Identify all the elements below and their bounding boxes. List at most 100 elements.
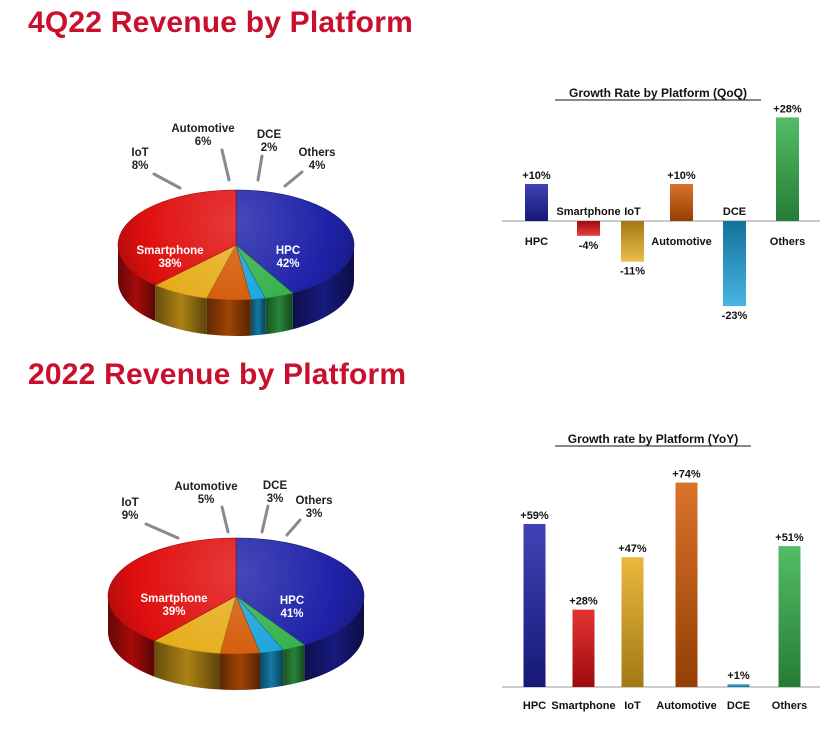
bar-chart-title: Growth rate by Platform (YoY) [568, 432, 738, 446]
bar-dce [727, 684, 750, 687]
bar-category-label-hpc: HPC [523, 700, 546, 712]
pie-value-automotive: 6% [195, 136, 212, 148]
bar-smartphone [572, 609, 595, 687]
bar-category-label-smartphone: Smartphone [556, 206, 620, 218]
pie-label-others: Others [298, 147, 335, 159]
pie-leader-automotive [220, 148, 231, 182]
bar-category-label-automotive: Automotive [651, 236, 712, 248]
bar-value-label-iot: +47% [618, 543, 647, 555]
bar-value-label-hpc: +10% [522, 170, 551, 182]
bar-category-label-iot: IoT [624, 206, 641, 218]
bar-others [778, 546, 801, 687]
pie-label-others: Others [295, 495, 332, 507]
pie-side-walls [108, 596, 364, 690]
bar-category-label-smartphone: Smartphone [551, 700, 615, 712]
pie-wall-hpc [292, 245, 354, 330]
pie-labels: HPC41%Smartphone39%IoT9%Automotive5%DCE3… [121, 480, 332, 620]
pie-leader-iot [152, 172, 182, 190]
bar-others [776, 117, 799, 221]
pie-value-iot: 9% [122, 510, 139, 522]
pie-leader-others [285, 518, 302, 537]
pie-side-walls [118, 245, 354, 336]
pie-top [107, 537, 365, 655]
bar-category-label-iot: IoT [624, 700, 641, 712]
bar-value-label-smartphone: -4% [579, 240, 599, 252]
bar-hpc [525, 184, 548, 221]
pie-slice-hpc [235, 189, 355, 294]
bar-value-label-iot: -11% [620, 266, 645, 278]
pie-value-automotive: 5% [198, 494, 215, 506]
pie-slice-hpc [235, 537, 365, 646]
pie-label-iot: IoT [121, 497, 138, 509]
pie-value-iot: 8% [132, 160, 149, 172]
bar-value-label-others: +28% [773, 103, 802, 115]
year-revenue-heading: 2022 Revenue by Platform [28, 358, 407, 391]
pie-label-hpc: HPC [276, 245, 300, 257]
bar-category-label-hpc: HPC [525, 236, 548, 248]
bar-chart-title: Growth Rate by Platform (QoQ) [569, 86, 747, 100]
pie-wall-dce [250, 298, 266, 336]
bar-hpc [523, 524, 546, 687]
bar-value-label-smartphone: +28% [569, 596, 598, 608]
pie-slice-smartphone [117, 189, 237, 286]
pie-value-others: 3% [306, 508, 323, 520]
pie-leader-automotive [220, 505, 230, 534]
pie-label-dce: DCE [257, 129, 282, 141]
pie-value-hpc: 42% [276, 258, 299, 270]
pie-leader-iot [144, 522, 180, 540]
pie-leader-dce [256, 154, 264, 182]
yoy-growth-bar-chart: Growth rate by Platform (YoY) +59% HPC +28%… [502, 432, 820, 712]
bar-category-label-automotive: Automotive [656, 700, 717, 712]
pie-slice-smartphone [107, 537, 237, 642]
qoq-growth-bar-chart: Growth Rate by Platform (QoQ) +10% HPC -4% S… [502, 86, 820, 322]
pie-wall-smartphone [108, 596, 155, 677]
pie-label-automotive: Automotive [174, 481, 237, 493]
pie-label-iot: IoT [131, 147, 148, 159]
pie-label-hpc: HPC [280, 595, 304, 607]
bar-iot [621, 221, 644, 262]
pie-value-dce: 3% [267, 493, 284, 505]
bar-category-label-dce: DCE [727, 700, 750, 712]
year-pie-chart: HPC41%Smartphone39%IoT9%Automotive5%DCE3… [107, 480, 365, 690]
bar-value-label-others: +51% [775, 532, 804, 544]
bar-smartphone [577, 221, 600, 236]
quarter-revenue-heading: 4Q22 Revenue by Platform [28, 6, 413, 39]
bar-value-label-dce: +1% [727, 670, 750, 682]
pie-label-smartphone: Smartphone [136, 245, 203, 257]
pie-top [117, 189, 355, 301]
bar-category-label-dce: DCE [723, 206, 746, 218]
bar-iot [621, 557, 644, 687]
pie-value-hpc: 41% [280, 608, 303, 620]
pie-leader-others [283, 170, 304, 188]
pie-wall-automotive [219, 652, 260, 690]
pie-wall-hpc [304, 596, 364, 681]
pie-wall-dce [259, 649, 284, 689]
bar-category-label-others: Others [772, 700, 807, 712]
pie-leader-dce [260, 504, 270, 534]
pie-label-automotive: Automotive [171, 123, 234, 135]
pie-wall-others [283, 644, 305, 686]
bar-marks [525, 117, 799, 307]
bar-automotive [670, 184, 693, 221]
bar-value-label-automotive: +10% [667, 170, 696, 182]
bar-value-label-dce: -23% [722, 310, 748, 322]
pie-wall-automotive [206, 298, 251, 336]
pie-wall-smartphone [118, 245, 156, 322]
pie-wall-others [265, 293, 293, 335]
pie-value-smartphone: 38% [158, 258, 181, 270]
bar-dce [723, 221, 746, 307]
pie-value-others: 4% [309, 160, 326, 172]
pie-wall-iot [155, 285, 207, 335]
bar-value-label-automotive: +74% [672, 469, 701, 481]
bar-category-label-others: Others [770, 236, 805, 248]
pie-value-dce: 2% [261, 142, 278, 154]
pie-wall-iot [154, 640, 220, 690]
bar-automotive [675, 482, 698, 687]
pie-label-dce: DCE [263, 480, 288, 492]
pie-label-smartphone: Smartphone [140, 593, 207, 605]
bar-value-label-hpc: +59% [520, 510, 549, 522]
pie-value-smartphone: 39% [162, 606, 185, 618]
bar-marks [523, 482, 801, 687]
